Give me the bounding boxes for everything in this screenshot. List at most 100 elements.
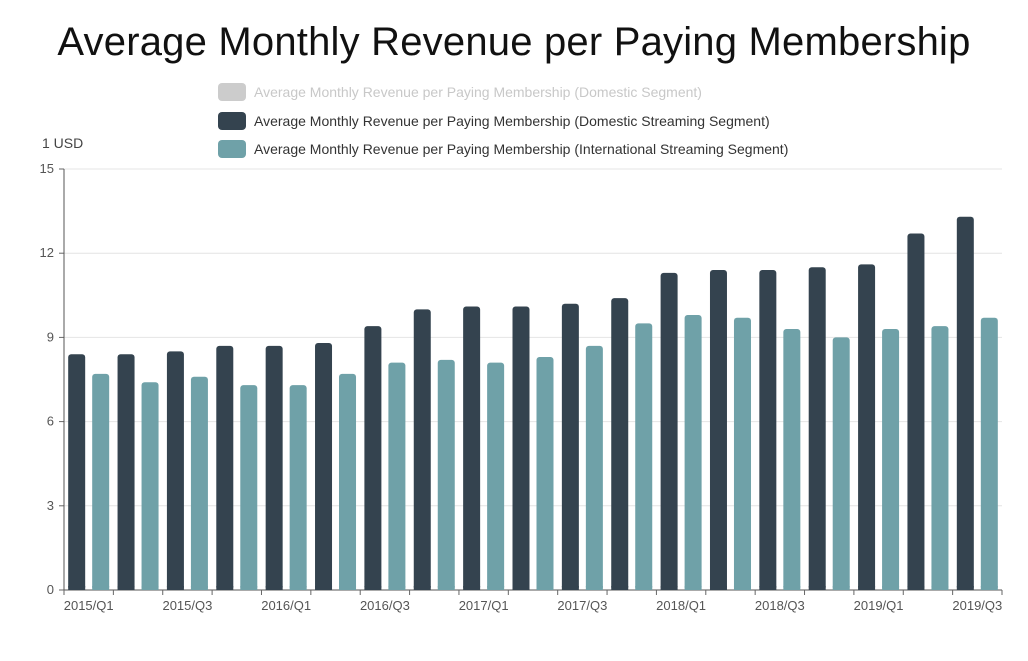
bar-base-series1-2016-Q4: [413, 586, 431, 590]
bar-base-series1-2018-Q2: [709, 586, 727, 590]
bar-series1-2017-Q4: [611, 298, 629, 590]
y-tick-label-9: 9: [47, 329, 54, 344]
bar-series2-2015-Q4: [240, 385, 258, 590]
bar-base-series2-2018-Q2: [733, 586, 751, 590]
x-tick-label-2016-Q1: 2016/Q1: [261, 598, 311, 613]
bar-base-series1-2015-Q3: [166, 586, 184, 590]
bar-base-series2-2016-Q2: [339, 586, 357, 590]
bar-series2-2015-Q2: [141, 382, 159, 590]
bar-base-series2-2017-Q2: [536, 586, 554, 590]
legend: Average Monthly Revenue per Paying Membe…: [218, 78, 788, 164]
bar-series1-2015-Q2: [117, 354, 135, 590]
bar-series2-2016-Q1: [289, 385, 307, 590]
bar-series1-2017-Q1: [463, 306, 481, 590]
bar-series2-2019-Q2: [931, 326, 949, 590]
bar-series1-2018-Q1: [660, 272, 678, 590]
legend-label-domestic: Average Monthly Revenue per Paying Membe…: [254, 84, 702, 101]
bar-series1-2016-Q1: [265, 345, 283, 590]
bar-base-series1-2018-Q3: [759, 586, 777, 590]
bar-base-series1-2017-Q2: [512, 586, 530, 590]
bar-series2-2018-Q2: [733, 317, 751, 590]
bar-base-series1-2015-Q1: [68, 586, 86, 590]
bar-series2-2018-Q3: [783, 328, 801, 590]
y-tick-label-15: 15: [40, 161, 54, 176]
bar-series1-2016-Q3: [364, 326, 382, 590]
y-tick-label-12: 12: [40, 245, 54, 260]
legend-swatch-domestic-streaming: [218, 111, 246, 130]
bar-base-series2-2017-Q4: [635, 586, 653, 590]
bar-base-series2-2015-Q2: [141, 586, 159, 590]
bar-series2-2017-Q1: [487, 362, 505, 590]
bar-series2-2017-Q3: [585, 345, 603, 590]
bar-series1-2015-Q1: [68, 354, 86, 590]
bar-base-series2-2015-Q1: [92, 586, 110, 590]
bar-series1-2019-Q3: [956, 216, 974, 591]
y-tick-label-0: 0: [47, 582, 54, 597]
bar-series2-2018-Q4: [832, 337, 850, 590]
bar-series2-2015-Q1: [92, 373, 110, 590]
x-tick-label-2017-Q3: 2017/Q3: [557, 598, 607, 613]
bar-base-series2-2015-Q3: [190, 586, 208, 590]
bar-base-series2-2017-Q3: [585, 586, 603, 590]
x-tick-label-2018-Q1: 2018/Q1: [656, 598, 706, 613]
bar-series2-2019-Q3: [980, 317, 998, 590]
bar-base-series2-2016-Q4: [437, 586, 455, 590]
x-tick-label-2019-Q3: 2019/Q3: [952, 598, 1002, 613]
y-tick-label-3: 3: [47, 498, 54, 513]
bar-series1-2018-Q3: [759, 270, 777, 590]
bar-base-series1-2017-Q4: [611, 586, 629, 590]
bar-series1-2019-Q2: [907, 233, 925, 590]
bar-base-series2-2018-Q4: [832, 586, 850, 590]
y-axis-unit-label: 1 USD: [42, 135, 84, 151]
x-tick-label-2015-Q3: 2015/Q3: [162, 598, 212, 613]
bar-series1-2015-Q4: [216, 345, 234, 590]
bar-series2-2016-Q2: [339, 373, 357, 590]
legend-swatch-international-streaming: [218, 140, 246, 159]
y-tick-label-6: 6: [47, 414, 54, 429]
bar-base-series2-2018-Q3: [783, 586, 801, 590]
legend-label-international-streaming: Average Monthly Revenue per Paying Membe…: [254, 141, 789, 158]
legend-item-international-streaming[interactable]: Average Monthly Revenue per Paying Membe…: [218, 135, 788, 164]
bar-base-series2-2017-Q1: [487, 586, 505, 590]
x-tick-label-2019-Q1: 2019/Q1: [854, 598, 904, 613]
legend-item-domestic[interactable]: Average Monthly Revenue per Paying Membe…: [218, 78, 788, 107]
chart-title: Average Monthly Revenue per Paying Membe…: [57, 20, 971, 64]
bar-series2-2019-Q1: [882, 328, 900, 590]
x-tick-label-2017-Q1: 2017/Q1: [459, 598, 509, 613]
bar-series2-2015-Q3: [190, 376, 208, 590]
bar-series1-2019-Q1: [858, 264, 876, 590]
legend-swatch-domestic: [218, 83, 246, 102]
bar-base-series2-2019-Q2: [931, 586, 949, 590]
bar-base-series1-2018-Q1: [660, 586, 678, 590]
bar-base-series1-2017-Q3: [561, 586, 579, 590]
x-tick-label-2016-Q3: 2016/Q3: [360, 598, 410, 613]
bar-series2-2016-Q3: [388, 362, 406, 590]
bar-base-series1-2018-Q4: [808, 586, 826, 590]
bar-series1-2016-Q2: [315, 343, 333, 590]
legend-label-domestic-streaming: Average Monthly Revenue per Paying Membe…: [254, 112, 770, 129]
bar-base-series1-2019-Q1: [858, 586, 876, 590]
bar-base-series1-2019-Q3: [956, 586, 974, 590]
bar-series1-2018-Q4: [808, 267, 826, 590]
bar-base-series2-2016-Q3: [388, 586, 406, 590]
bar-base-series1-2015-Q4: [216, 586, 234, 590]
x-tick-label-2015-Q1: 2015/Q1: [64, 598, 114, 613]
bar-base-series1-2016-Q3: [364, 586, 382, 590]
bar-base-series1-2016-Q1: [265, 586, 283, 590]
bar-base-series1-2016-Q2: [315, 586, 333, 590]
bar-series1-2016-Q4: [413, 309, 431, 590]
bar-base-series2-2015-Q4: [240, 586, 258, 590]
bar-base-series1-2017-Q1: [463, 586, 481, 590]
bar-series2-2016-Q4: [437, 359, 455, 590]
bar-base-series1-2015-Q2: [117, 586, 135, 590]
bar-base-series2-2019-Q1: [882, 586, 900, 590]
bar-base-series2-2018-Q1: [684, 586, 702, 590]
bar-series2-2017-Q4: [635, 323, 653, 590]
bar-series2-2018-Q1: [684, 314, 702, 590]
bar-base-series1-2019-Q2: [907, 586, 925, 590]
bar-base-series2-2019-Q3: [980, 586, 998, 590]
bar-series1-2015-Q3: [166, 351, 184, 590]
legend-item-domestic-streaming[interactable]: Average Monthly Revenue per Paying Membe…: [218, 107, 788, 136]
x-tick-label-2018-Q3: 2018/Q3: [755, 598, 805, 613]
